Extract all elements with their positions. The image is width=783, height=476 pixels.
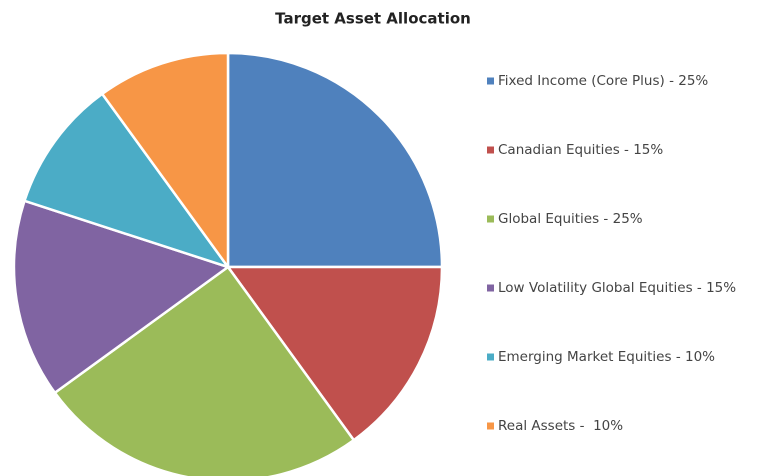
pie-slice	[100, 51, 230, 271]
pie-slice	[225, 265, 444, 442]
pie-slice	[22, 92, 232, 270]
legend-label: Global Equities - 25%	[498, 211, 643, 227]
legend-swatch	[487, 353, 494, 361]
legend-swatch	[487, 284, 494, 292]
legend-label: Fixed Income (Core Plus) - 25%	[498, 73, 708, 89]
legend-swatch	[487, 146, 494, 154]
pie-slice	[226, 51, 444, 269]
legend-label: Real Assets - 10%	[498, 418, 623, 434]
legend-swatch	[487, 422, 494, 430]
legend-label: Canadian Equities - 15%	[498, 142, 663, 158]
legend-swatch	[487, 215, 494, 223]
legend-swatch	[487, 77, 494, 85]
pie-slice	[12, 199, 231, 395]
pie-slice	[53, 265, 356, 476]
legend-label: Low Volatility Global Equities - 15%	[498, 280, 736, 296]
legend-label: Emerging Market Equities - 10%	[498, 349, 715, 365]
chart-title: Target Asset Allocation	[275, 10, 471, 28]
